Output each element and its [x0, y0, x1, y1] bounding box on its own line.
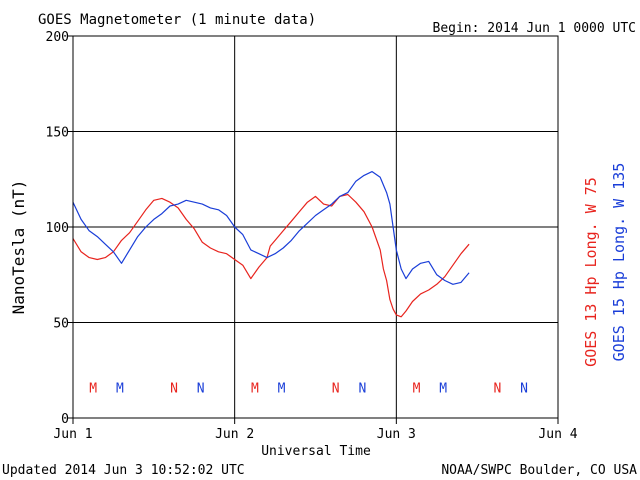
midnight-marker: M [439, 381, 447, 396]
x-tick-label: Jun 3 [377, 427, 416, 442]
midnight-marker: M [89, 381, 97, 396]
x-axis-label: Universal Time [261, 444, 371, 459]
y-tick-label: 200 [46, 30, 69, 45]
grid-lines [73, 36, 558, 418]
y-tick-label: 50 [53, 317, 69, 332]
x-tick-label: Jun 2 [215, 427, 254, 442]
noon-marker: N [493, 381, 501, 396]
y-tick-label: 0 [61, 412, 69, 427]
y-tick-label: 100 [46, 221, 69, 236]
midnight-marker: M [251, 381, 259, 396]
noon-marker: N [520, 381, 528, 396]
legend-goes15-label: GOES 15 Hp Long. W 135 [610, 163, 628, 362]
midnight-marker: M [278, 381, 286, 396]
credit-label: NOAA/SWPC Boulder, CO USA [441, 463, 637, 478]
midnight-marker: M [116, 381, 124, 396]
noon-marker: N [358, 381, 366, 396]
midnight-marker: M [413, 381, 421, 396]
x-tick-label: Jun 4 [538, 427, 577, 442]
x-tick-label: Jun 1 [53, 427, 92, 442]
noon-marker: N [332, 381, 340, 396]
begin-time-label: Begin: 2014 Jun 1 0000 UTC [433, 21, 637, 36]
noon-marker: N [170, 381, 178, 396]
y-axis-label: NanoTesla (nT) [9, 180, 28, 315]
updated-timestamp: Updated 2014 Jun 3 10:52:02 UTC [2, 463, 245, 478]
goes13-series-line [72, 193, 470, 318]
legend-goes13-label: GOES 13 Hp Long. W 75 [582, 177, 600, 367]
plot-frame [72, 35, 559, 419]
goes15-series-line [72, 171, 470, 285]
chart-title: GOES Magnetometer (1 minute data) [38, 12, 316, 28]
noon-marker: N [197, 381, 205, 396]
series-lines [72, 171, 470, 318]
y-tick-label: 150 [46, 126, 69, 141]
axis-ticks: 0 50 100 150 200 Jun 1 Jun 2 Jun 3 Jun 4 [46, 30, 578, 442]
